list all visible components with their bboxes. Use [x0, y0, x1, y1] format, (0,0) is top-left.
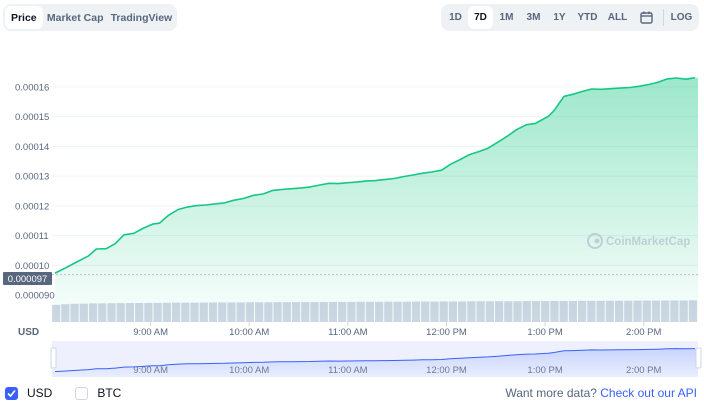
current-price-badge: 0.000097: [3, 272, 52, 285]
current-price-text: 0.000097: [8, 274, 48, 285]
y-tick-label: 0.00012: [15, 201, 49, 212]
log-toggle[interactable]: LOG: [670, 12, 693, 23]
currency-axis-label: USD: [18, 327, 39, 338]
y-tick-label: 0.00011: [15, 231, 49, 242]
range-3m[interactable]: 3M: [526, 12, 541, 23]
navigator-left-handle[interactable]: [50, 347, 57, 369]
range-ytd[interactable]: YTD: [577, 12, 598, 23]
time-range-tabs: 1D 7D 1M 3M 1Y YTD ALL LOG: [441, 4, 699, 31]
x-axis-labels: 9:00 AM 10:00 AM 11:00 AM 12:00 PM 1:00 PM 2:…: [133, 322, 662, 338]
tab-price[interactable]: Price: [5, 6, 43, 29]
navigator-tick-label: 9:00 AM: [133, 365, 168, 376]
more-data-text: Want more data?: [505, 386, 597, 400]
btc-label: BTC: [97, 386, 122, 400]
navigator-tick-label: 10:00 AM: [229, 365, 269, 376]
currency-toggle: USD BTC: [5, 386, 121, 400]
x-tick-label: 12:00 PM: [426, 327, 467, 338]
tab-tradingview[interactable]: TradingView: [110, 11, 173, 24]
range-1m[interactable]: 1M: [499, 12, 514, 23]
btc-checkbox[interactable]: [75, 386, 89, 400]
y-tick-label: 0.00015: [15, 112, 49, 123]
navigator-tick-label: 1:00 PM: [527, 365, 562, 376]
api-link[interactable]: Check out our API: [600, 386, 697, 400]
watermark-text: CoinMarketCap: [606, 236, 690, 248]
calendar-button[interactable]: [632, 6, 661, 29]
y-tick-label: 0.00010: [15, 261, 49, 272]
x-tick-label: 9:00 AM: [133, 327, 168, 338]
range-navigator[interactable]: 9:00 AM 10:00 AM 11:00 AM 12:00 PM 1:00 PM 2:…: [50, 341, 702, 377]
y-tick-label: 0.00013: [15, 172, 49, 183]
y-axis-labels: 0.000090 0.00010 0.00011 0.00012 0.00013 0.00…: [15, 82, 55, 301]
x-tick-label: 1:00 PM: [527, 327, 562, 338]
calendar-icon: [640, 11, 653, 24]
y-tick-label: 0.00014: [15, 142, 49, 153]
y-tick-label: 0.00016: [15, 82, 49, 93]
price-chart[interactable]: 0.000090 0.00010 0.00011 0.00012 0.00013 0.00…: [0, 0, 704, 382]
usd-label: USD: [27, 386, 53, 400]
range-all[interactable]: ALL: [607, 12, 628, 23]
check-icon: [7, 389, 16, 397]
tab-market-cap[interactable]: Market Cap: [46, 11, 104, 24]
usd-checkbox[interactable]: [5, 386, 18, 400]
range-1d[interactable]: 1D: [449, 12, 462, 23]
navigator-right-handle[interactable]: [695, 347, 702, 369]
y-tick-label: 0.000090: [15, 291, 55, 302]
navigator-tick-label: 12:00 PM: [426, 365, 467, 376]
navigator-tick-label: 2:00 PM: [626, 365, 661, 376]
price-line: [54, 76, 696, 274]
x-tick-label: 2:00 PM: [626, 327, 661, 338]
range-7d[interactable]: 7D: [468, 6, 493, 29]
price-area: [55, 77, 698, 322]
x-tick-label: 11:00 AM: [328, 327, 368, 338]
range-separator: [663, 9, 664, 26]
navigator-tick-label: 11:00 AM: [328, 365, 368, 376]
range-1y[interactable]: 1Y: [553, 12, 566, 23]
x-tick-label: 10:00 AM: [229, 327, 269, 338]
chart-type-tabs: Price Market Cap TradingView: [3, 4, 177, 31]
watermark: CoinMarketCap: [587, 233, 690, 249]
api-promo: Want more data? Check out our API: [505, 386, 697, 400]
